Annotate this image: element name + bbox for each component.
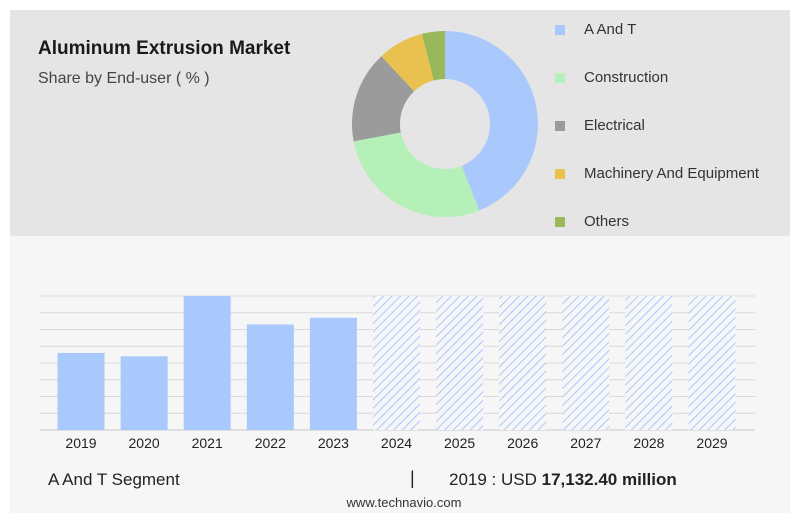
chart-title: Aluminum Extrusion Market bbox=[38, 38, 291, 59]
bar-2028 bbox=[625, 296, 673, 430]
bar-2023 bbox=[309, 317, 357, 430]
legend-label: Electrical bbox=[584, 117, 645, 134]
legend-swatch bbox=[555, 25, 565, 35]
x-tick-label-2022: 2022 bbox=[255, 435, 286, 451]
x-tick-label-2019: 2019 bbox=[65, 435, 96, 451]
legend-swatch bbox=[555, 169, 565, 179]
legend-label: A And T bbox=[584, 21, 637, 38]
segment-value-amount: 17,132.40 million bbox=[541, 470, 677, 489]
bar-2020 bbox=[120, 356, 168, 430]
donut-slice-a-and-t bbox=[445, 31, 538, 211]
segment-value-prefix: 2019 : USD bbox=[449, 470, 537, 489]
bar-2027 bbox=[562, 296, 610, 430]
website-link[interactable]: www.technavio.com bbox=[346, 495, 462, 510]
bar-2024 bbox=[373, 296, 420, 430]
bar-2021 bbox=[183, 296, 231, 430]
legend-swatch bbox=[555, 217, 565, 227]
legend-swatch bbox=[555, 73, 565, 83]
donut-chart bbox=[352, 31, 538, 217]
bar-2029 bbox=[688, 296, 736, 430]
donut-slice-electrical bbox=[352, 56, 415, 142]
footer-separator: | bbox=[410, 468, 415, 488]
donut-slice-construction bbox=[353, 132, 480, 217]
bar-chart: 2019 2020 2021 2022 2023 2024 2025 2026 2027 2028… bbox=[40, 295, 755, 451]
x-tick-label-2023: 2023 bbox=[318, 435, 349, 451]
segment-value: 2019 : USD 17,132.40 million bbox=[449, 470, 677, 490]
x-tick-label-2029: 2029 bbox=[696, 435, 727, 451]
x-tick-label-2028: 2028 bbox=[633, 435, 664, 451]
bar-2025 bbox=[436, 296, 484, 430]
x-tick-label-2026: 2026 bbox=[507, 435, 538, 451]
bar-2022 bbox=[246, 324, 294, 430]
x-tick-label-2020: 2020 bbox=[129, 435, 160, 451]
bar-2026 bbox=[499, 296, 547, 430]
legend-label: Construction bbox=[584, 69, 669, 86]
chart-subtitle: Share by End-user ( % ) bbox=[38, 70, 210, 87]
x-tick-label-2024: 2024 bbox=[381, 435, 412, 451]
bar-2019 bbox=[57, 352, 105, 430]
x-tick-label-2025: 2025 bbox=[444, 435, 475, 451]
x-tick-label-2021: 2021 bbox=[192, 435, 223, 451]
legend-label: Others bbox=[584, 213, 630, 230]
donut-slice-machinery-and-equipment bbox=[381, 33, 434, 92]
x-tick-label-2027: 2027 bbox=[570, 435, 601, 451]
donut-slice-others bbox=[421, 31, 445, 81]
legend-label: Machinery And Equipment bbox=[584, 165, 760, 182]
segment-label: A And T Segment bbox=[48, 470, 180, 489]
legend-swatch bbox=[555, 121, 565, 131]
